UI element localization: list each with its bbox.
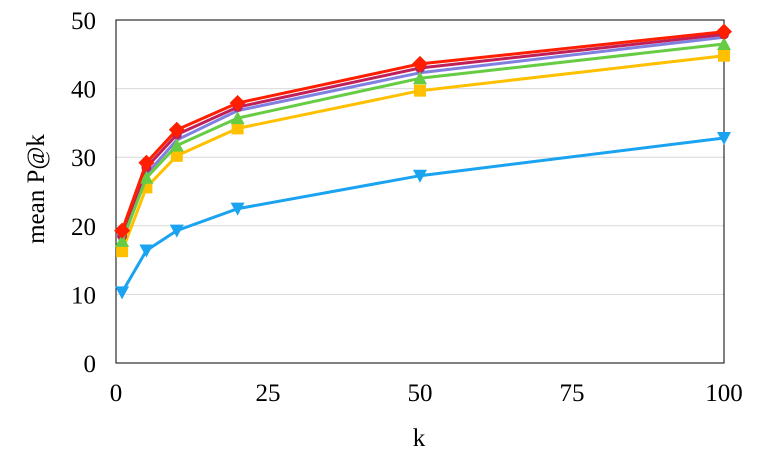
x-tick-label: 25 [256,380,281,407]
y-axis-title: mean P@k [23,134,50,244]
data-point [413,169,427,183]
data-point [138,154,155,171]
data-point [170,149,183,162]
series-line [120,54,725,252]
series-6 [114,23,732,239]
data-point [231,122,244,135]
x-axis-ticks: 0 25 50 75 100 [110,380,743,407]
data-point [115,286,130,300]
y-tick-label: 50 [71,8,96,35]
y-tick-label: 20 [71,214,96,241]
data-point [115,233,130,247]
x-axis-title: k [413,425,426,452]
series-line [120,136,725,294]
x-tick-label: 75 [560,380,585,407]
series-line [120,30,725,232]
y-tick-label: 0 [84,351,97,378]
data-point [229,95,246,112]
data-point [169,224,184,238]
plot-area-frame [115,19,725,364]
data-point [718,49,730,62]
data-point [230,111,245,125]
data-point [139,170,154,184]
data-point [412,55,428,72]
y-tick-label: 10 [71,282,96,309]
data-point [230,202,245,216]
data-point [414,84,426,97]
series-2 [116,49,730,258]
y-tick-label: 30 [71,145,96,172]
data-point [717,131,731,145]
data-point [413,71,427,85]
data-point [116,245,129,258]
data-point [168,121,185,138]
data-point [169,138,184,152]
data-point [716,23,732,40]
series-layer [114,23,732,300]
x-tick-label: 100 [705,380,743,407]
y-tick-label: 40 [71,77,96,104]
data-point [139,244,154,258]
series-5 [115,37,731,247]
x-tick-label: 0 [110,380,123,407]
data-point [114,222,131,239]
x-tick-label: 50 [408,380,433,407]
y-axis-ticks: 0 10 20 30 40 50 [71,8,96,378]
series-line [120,42,725,242]
series-1 [115,131,731,300]
data-point [717,37,731,51]
